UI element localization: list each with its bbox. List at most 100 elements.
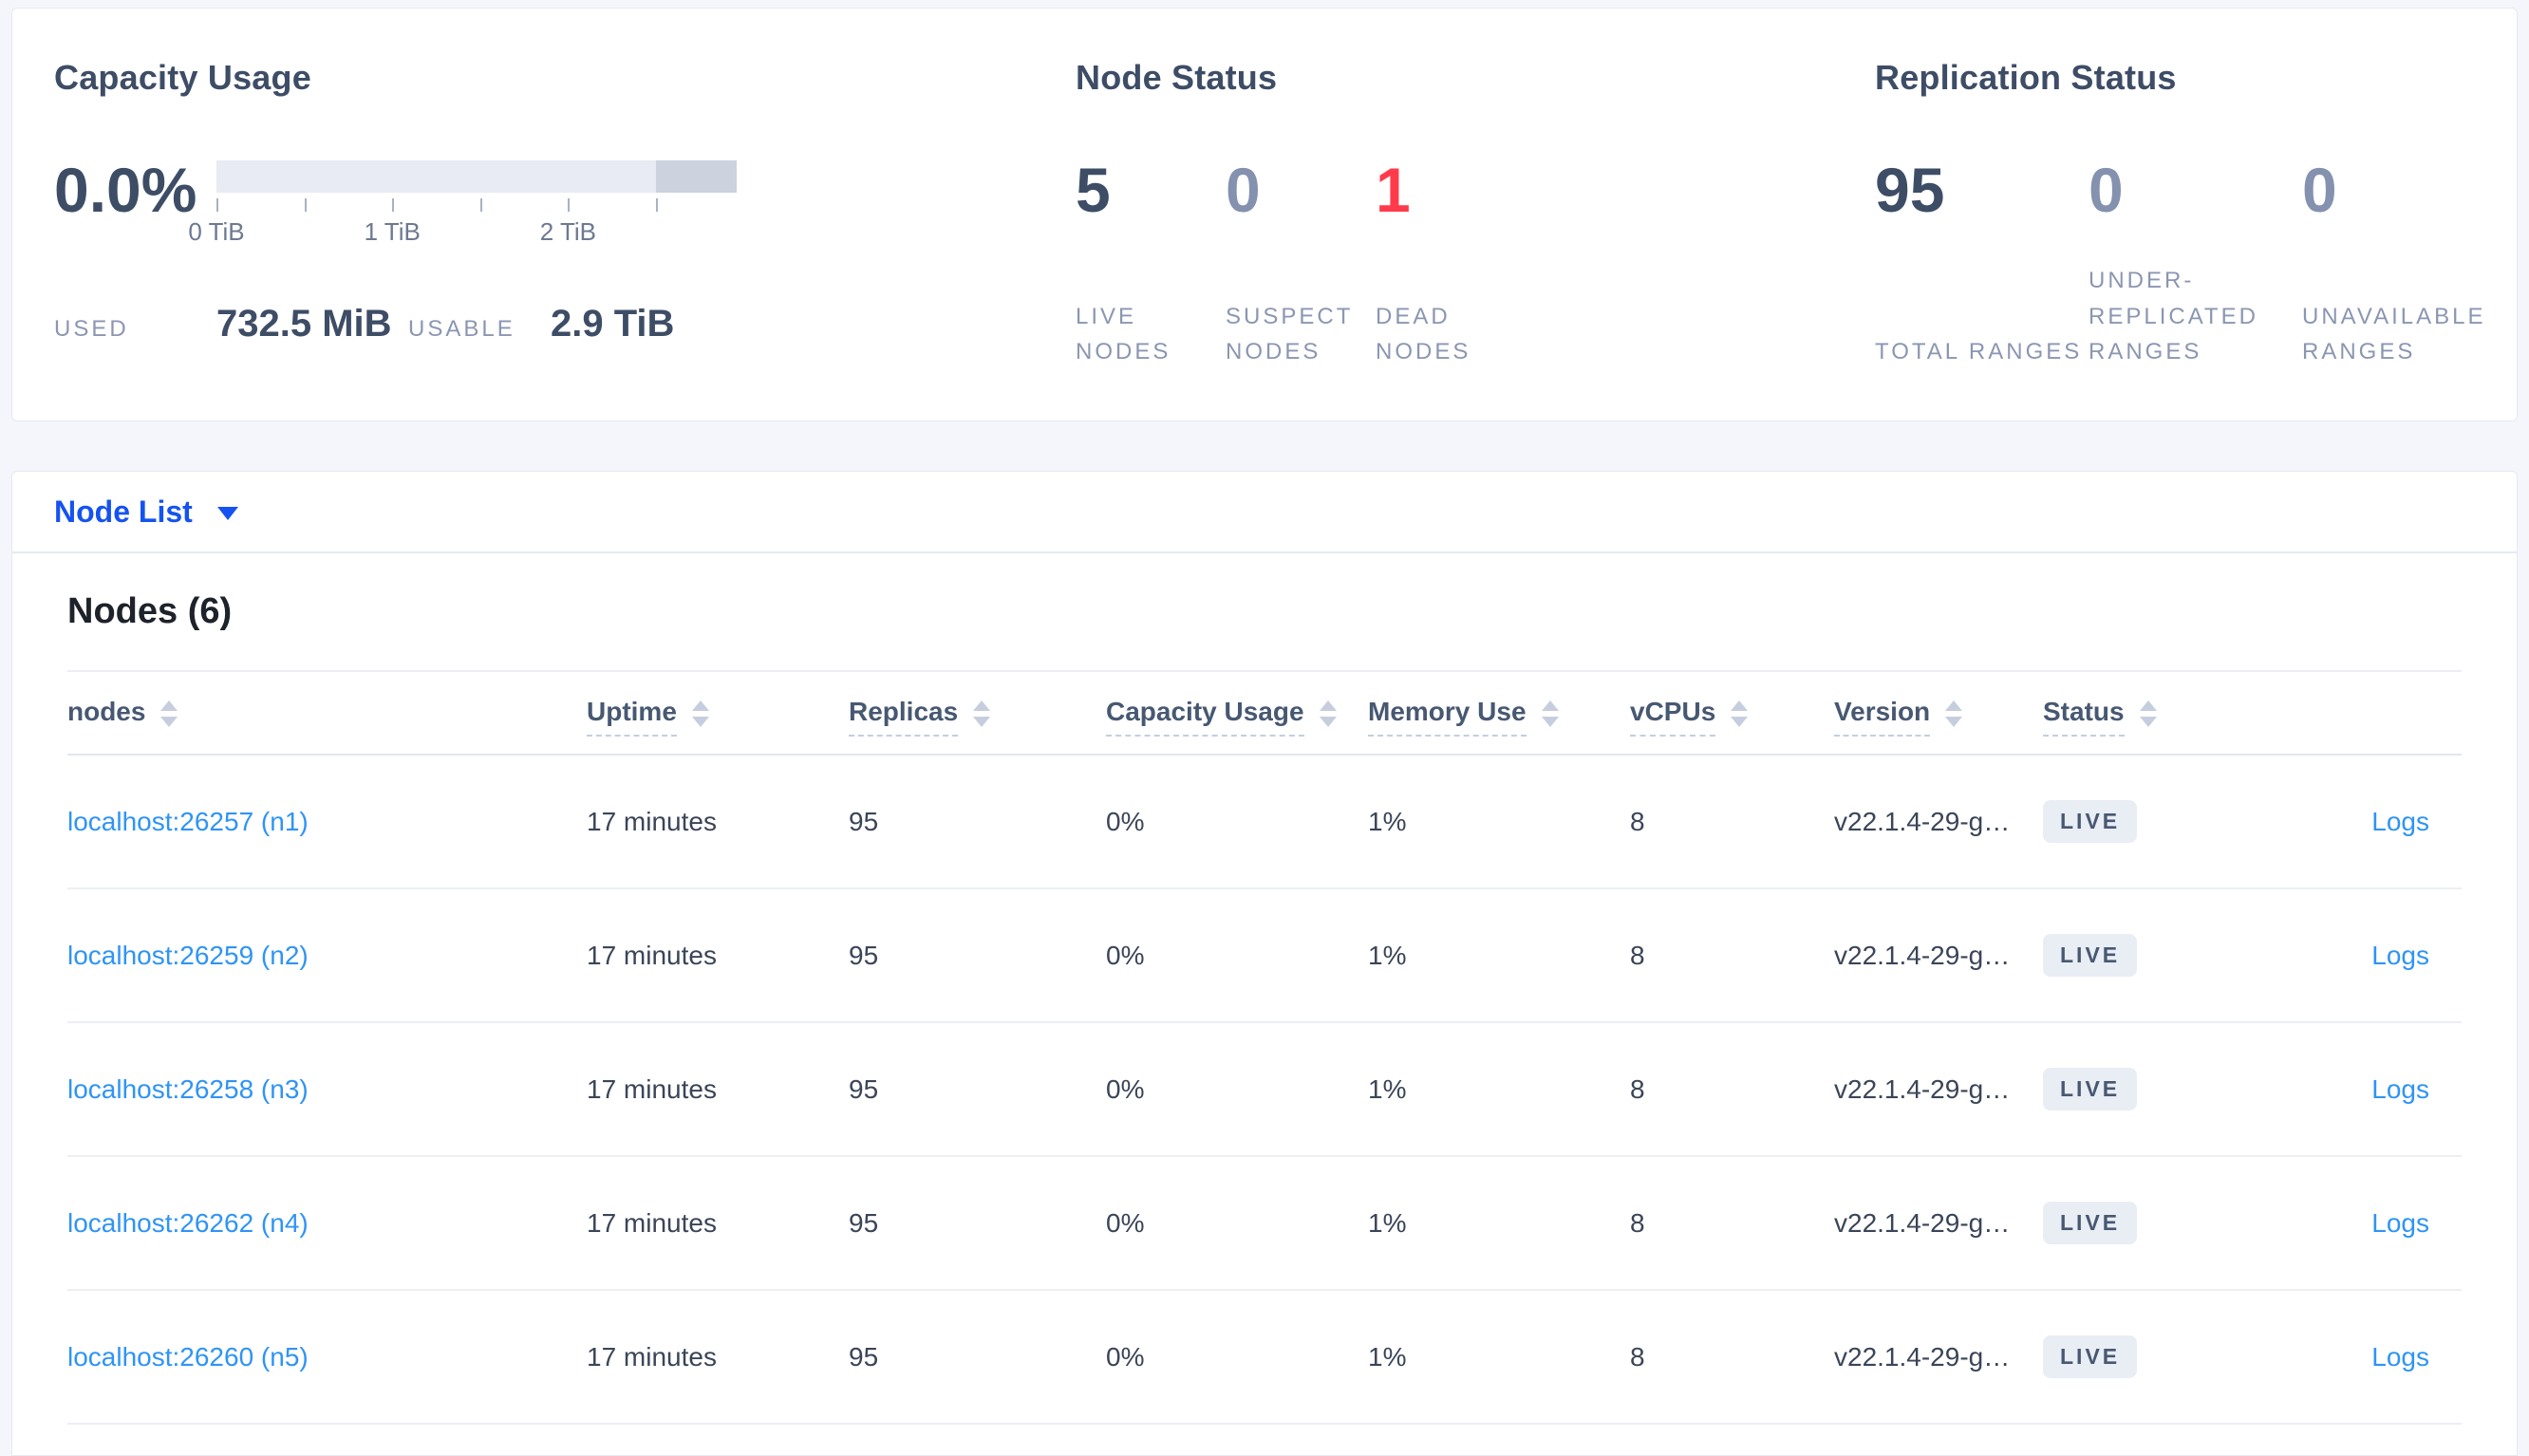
capacity-bar-chart: 0 TiB 1 TiB 2 TiB (188, 160, 737, 248)
replication-status-section: Replication Status 95 TOTAL RANGES 0 UNDER-… (1875, 9, 2517, 420)
version-cell: v22.1.4-29-g… (1834, 940, 2011, 970)
logs-link[interactable]: Logs (2371, 1073, 2429, 1104)
node-address-link[interactable]: localhost:26257 (n1) (67, 806, 309, 836)
sort-icon (2139, 700, 2157, 727)
stat-value: 95 (1875, 155, 1945, 225)
capacity-usage-title: Capacity Usage (54, 58, 311, 97)
column-header-uptime[interactable]: Uptime (587, 697, 849, 737)
axis-tick (304, 198, 307, 212)
sort-desc-icon (2139, 717, 2157, 727)
sort-icon (160, 700, 178, 727)
column-header-version[interactable]: Version (1834, 697, 2043, 737)
node-address-link[interactable]: localhost:26258 (n3) (67, 1073, 309, 1104)
capacity-usage-cell: 0% (1106, 1341, 1145, 1372)
vcpus-cell: 8 (1630, 940, 1645, 970)
table-row: localhost:26257 (n1) 17 minutes 95 0% 1%… (67, 756, 2462, 889)
view-selector-dropdown[interactable]: Node List (12, 472, 2517, 553)
stat-dead-nodes: 1 DEAD NODES (1376, 159, 1526, 369)
sort-desc-icon (691, 717, 709, 727)
stat-value: 1 (1376, 155, 1411, 225)
used-label: USED (54, 316, 129, 342)
column-header-label: nodes (67, 697, 146, 726)
capacity-axis-ticks (216, 198, 737, 214)
column-header-nodes[interactable]: nodes (67, 697, 587, 737)
usable-label: USABLE (408, 316, 515, 342)
node-address-link[interactable]: localhost:26259 (n2) (67, 940, 309, 970)
table-row: localhost:26259 (n2) 17 minutes 95 0% 1%… (67, 889, 2462, 1023)
node-status-title: Node Status (1076, 58, 1278, 97)
axis-tick (392, 198, 395, 212)
logs-link[interactable]: Logs (2371, 806, 2429, 836)
status-badge: LIVE (2043, 800, 2138, 843)
sort-desc-icon (1319, 717, 1337, 727)
replication-status-stats: 95 TOTAL RANGES 0 UNDER-REPLICATED RANGES 0 U… (1875, 159, 2517, 369)
node-address-link[interactable]: localhost:26260 (n5) (67, 1341, 309, 1372)
logs-link[interactable]: Logs (2371, 1341, 2429, 1372)
node-list-panel: Node List Nodes (6) nodes Uptime Replicas C… (11, 471, 2518, 1456)
sort-asc-icon (1319, 700, 1337, 711)
capacity-usage-cell: 0% (1106, 940, 1145, 970)
stat-value: 5 (1076, 155, 1111, 225)
axis-tick (216, 198, 218, 212)
sort-desc-icon (1945, 717, 1963, 727)
node-address-link[interactable]: localhost:26262 (n4) (67, 1207, 309, 1238)
cluster-summary-card: Capacity Usage 0.0% 0 TiB 1 TiB 2 TiB USED… (11, 8, 2518, 421)
stat-value: 0 (2089, 155, 2124, 225)
column-header-memory-use[interactable]: Memory Use (1368, 697, 1630, 737)
axis-tick-label: 2 TiB (539, 217, 597, 246)
used-value: 732.5 MiB (216, 303, 392, 345)
version-cell: v22.1.4-29-g… (1834, 806, 2011, 836)
sort-asc-icon (2139, 700, 2157, 711)
column-header-label: Capacity Usage (1106, 697, 1304, 737)
replicas-cell: 95 (849, 940, 879, 970)
stat-under-replicated-ranges: 0 UNDER-REPLICATED RANGES (2089, 159, 2302, 369)
column-header-status[interactable]: Status (2043, 697, 2271, 737)
stat-label: LIVE NODES (1076, 303, 1171, 364)
stat-label: DEAD NODES (1376, 303, 1471, 364)
sort-icon (1945, 700, 1963, 727)
memory-use-cell: 1% (1368, 940, 1407, 970)
column-header-replicas[interactable]: Replicas (849, 697, 1106, 737)
node-status-stats: 5 LIVE NODES 0 SUSPECT NODES 1 DEAD NODES (1076, 159, 1875, 369)
sort-icon (973, 700, 991, 727)
view-selector-label: Node List (54, 494, 193, 529)
sort-desc-icon (1541, 717, 1559, 727)
stat-label: UNDER-REPLICATED RANGES (2089, 268, 2258, 364)
sort-desc-icon (973, 717, 991, 727)
capacity-legend: USED 732.5 MiB USABLE 2.9 TiB (54, 303, 1076, 345)
stat-label: SUSPECT NODES (1226, 303, 1353, 364)
sort-asc-icon (973, 700, 991, 711)
table-row: localhost:26260 (n5) 17 minutes 95 0% 1%… (67, 1291, 2462, 1425)
status-badge: LIVE (2043, 1335, 2138, 1378)
axis-tick (656, 198, 658, 212)
axis-tick (568, 198, 571, 212)
sort-asc-icon (1541, 700, 1559, 711)
uptime-cell: 17 minutes (587, 940, 717, 970)
stat-label: UNAVAILABLE RANGES (2302, 303, 2486, 364)
sort-desc-icon (160, 717, 178, 727)
usable-value: 2.9 TiB (551, 303, 675, 345)
sort-asc-icon (691, 700, 709, 711)
vcpus-cell: 8 (1630, 1341, 1645, 1372)
sort-icon (1731, 700, 1749, 727)
column-header-capacity-usage[interactable]: Capacity Usage (1106, 697, 1368, 737)
column-header-vcpus[interactable]: vCPUs (1630, 697, 1834, 737)
logs-link[interactable]: Logs (2371, 1207, 2429, 1238)
axis-tick-label: 1 TiB (364, 217, 421, 246)
uptime-cell: 17 minutes (587, 1207, 717, 1238)
status-badge: LIVE (2043, 1202, 2138, 1244)
memory-use-cell: 1% (1368, 1207, 1407, 1238)
table-row: localhost:26262 (n4) 17 minutes 95 0% 1%… (67, 1157, 2462, 1291)
stat-live-nodes: 5 LIVE NODES (1076, 159, 1226, 369)
capacity-usage-cell: 0% (1106, 1073, 1145, 1104)
capacity-bar (216, 160, 737, 193)
capacity-percent: 0.0% (54, 155, 197, 225)
uptime-cell: 17 minutes (587, 806, 717, 836)
logs-link[interactable]: Logs (2371, 940, 2429, 970)
replication-status-title: Replication Status (1875, 58, 2177, 97)
node-status-section: Node Status 5 LIVE NODES 0 SUSPECT NODES 1 DE… (1076, 9, 1875, 420)
nodes-table-header-row: nodes Uptime Replicas Capacity Usage Memory … (67, 672, 2462, 756)
sort-icon (1541, 700, 1559, 727)
status-badge: LIVE (2043, 1068, 2138, 1111)
